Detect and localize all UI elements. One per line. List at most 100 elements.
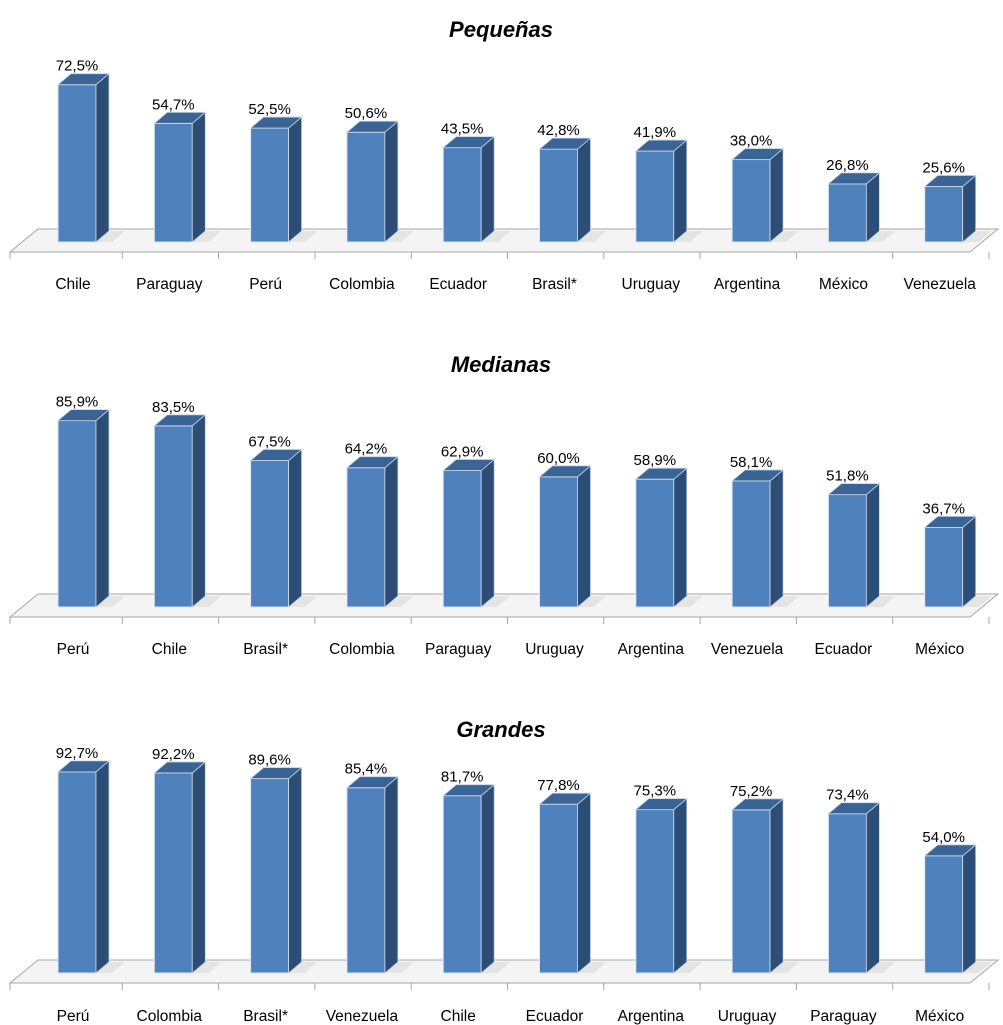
bar-front [250, 460, 290, 608]
bar-front [442, 147, 482, 243]
data-label: 60,0% [537, 450, 580, 467]
data-label: 77,8% [537, 777, 580, 794]
bar-side [673, 797, 688, 974]
data-label: 85,4% [345, 761, 388, 778]
data-label: 41,9% [634, 124, 677, 141]
bar-shadow [866, 962, 896, 973]
bar-top [56, 73, 111, 86]
bar-3 [345, 120, 414, 243]
bar-9 [923, 174, 992, 243]
bar-top [538, 465, 592, 478]
data-label: 75,3% [634, 783, 677, 800]
bar-shadow [288, 231, 318, 242]
category-label: Perú [57, 1008, 90, 1025]
bar-top [538, 792, 592, 805]
data-label: 38,0% [730, 133, 773, 150]
bar-3 [345, 455, 414, 608]
bar-top [249, 449, 303, 461]
bar-4 [442, 458, 511, 608]
category-label: México [915, 641, 964, 658]
bar-shadow [192, 231, 222, 242]
data-label: 43,5% [441, 121, 484, 138]
bar-6 [634, 797, 703, 974]
bar-top [731, 148, 785, 160]
bar-8 [827, 171, 896, 243]
bar-0 [56, 72, 125, 243]
bar-side [480, 458, 495, 608]
data-label: 64,2% [345, 441, 388, 458]
bar-side [191, 111, 206, 243]
bar-top [827, 483, 881, 495]
bar-4 [442, 135, 511, 243]
bar-top [731, 798, 785, 811]
bar-6 [634, 139, 703, 243]
data-label: 51,8% [826, 468, 869, 485]
bar-shadow [288, 962, 318, 973]
category-label: Ecuador [526, 1008, 584, 1025]
bar-side [384, 120, 399, 243]
category-label: Brasil* [243, 641, 288, 658]
category-label: Perú [57, 641, 90, 658]
bar-shadow [577, 596, 607, 607]
bar-8 [827, 801, 896, 974]
data-label: 62,9% [441, 444, 484, 461]
bar-top [634, 798, 688, 810]
category-label: Uruguay [525, 641, 584, 658]
bar-front [57, 771, 97, 974]
data-label: 54,7% [152, 96, 195, 113]
bar-shadow [192, 596, 222, 607]
bar-front [153, 425, 193, 608]
bar-top [634, 467, 688, 480]
bar-top [153, 761, 207, 774]
category-label: Venezuela [326, 1008, 399, 1025]
data-label: 81,7% [441, 769, 484, 786]
bar-front [346, 787, 386, 974]
bar-shadow [384, 596, 414, 607]
chart-title: Pequeñas [449, 17, 553, 42]
bar-top [249, 116, 303, 129]
bar-shadow [96, 962, 125, 973]
category-label: Ecuador [429, 276, 487, 293]
bar-top [827, 172, 881, 185]
data-label: 52,5% [248, 101, 291, 118]
bar-side [577, 137, 591, 243]
bar-top [345, 120, 399, 133]
bar-front [250, 778, 290, 974]
data-label: 58,9% [634, 452, 677, 469]
bar-shadow [192, 962, 222, 973]
bar-side [769, 469, 784, 608]
bar-side [962, 843, 977, 974]
bar-side [95, 72, 110, 243]
bar-front [442, 795, 482, 974]
bar-shadow [481, 231, 511, 242]
data-label: 50,6% [345, 105, 388, 122]
bar-side [866, 482, 880, 608]
bar-4 [442, 783, 511, 974]
bar-top [731, 469, 785, 482]
bar-shadow [673, 596, 703, 607]
bar-side [191, 761, 206, 974]
bar-2 [249, 448, 318, 608]
data-label: 89,6% [248, 752, 291, 769]
bar-front [827, 813, 867, 974]
bar-top [442, 136, 496, 149]
category-label: Chile [441, 1008, 476, 1025]
bar-top [153, 111, 207, 124]
bar-6 [634, 467, 703, 608]
bar-side [577, 464, 591, 608]
bar-9 [923, 515, 992, 608]
bar-0 [56, 759, 125, 974]
bar-side [866, 801, 880, 974]
bar-top [345, 776, 399, 789]
category-label: Venezuela [711, 641, 784, 658]
bar-top [442, 784, 496, 797]
bar-front [731, 480, 771, 608]
category-label: Paraguay [810, 1008, 877, 1025]
category-label: Brasil* [532, 276, 577, 293]
bar-5 [538, 464, 607, 608]
data-label: 26,8% [826, 157, 869, 174]
bar-side [673, 467, 688, 608]
bar-front [924, 526, 964, 608]
bar-9 [923, 843, 992, 974]
